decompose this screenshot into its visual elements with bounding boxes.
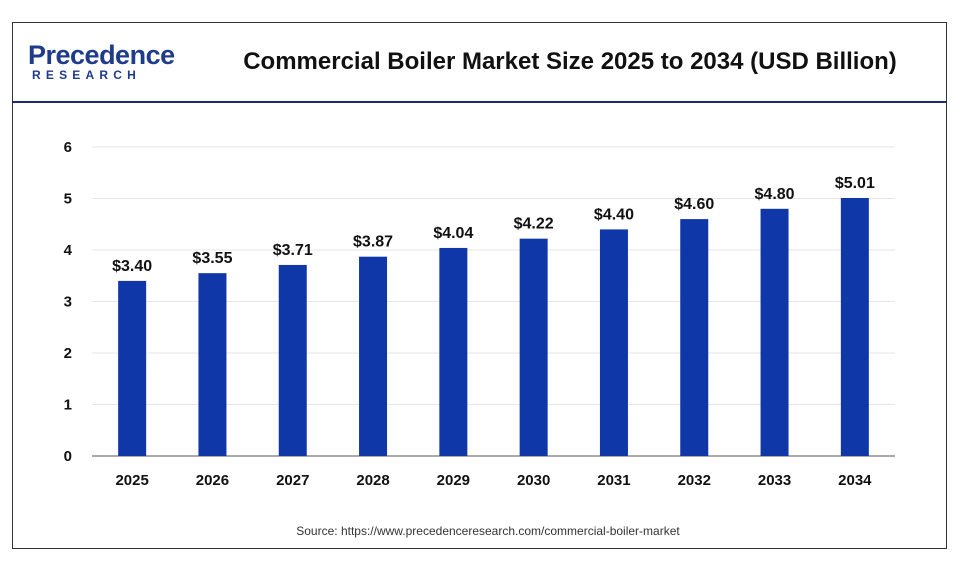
x-tick-label: 2033 [758,472,791,489]
bar [198,273,227,456]
x-tick-label: 2026 [196,472,229,489]
y-tick-label: 3 [64,294,72,311]
data-label: $4.80 [755,186,795,203]
bar [840,197,869,457]
logo-subwordmark: RESEARCH [32,68,141,82]
y-tick-label: 1 [64,397,72,414]
y-tick-label: 2 [64,345,72,362]
logo-wordmark: Precedence [28,40,175,70]
x-tick-label: 2029 [437,472,470,489]
bar [519,238,548,456]
chart-title: Commercial Boiler Market Size 2025 to 20… [243,48,897,75]
bar [680,219,709,456]
data-label: $3.87 [353,234,393,251]
data-label: $3.55 [192,250,232,267]
brand-logo: Precedence RESEARCH [28,40,178,88]
y-tick-label: 6 [64,139,72,156]
x-tick-label: 2034 [838,472,872,489]
source-note: Source: https://www.precedenceresearch.c… [296,524,680,538]
bar [278,264,307,456]
data-label: $3.40 [112,258,152,275]
x-tick-label: 2031 [597,472,630,489]
bar [439,247,468,456]
x-tick-label: 2028 [356,472,389,489]
bar [599,229,628,456]
data-label: $4.60 [674,196,714,213]
x-tick-label: 2032 [678,472,711,489]
data-label: $4.40 [594,206,634,223]
data-label: $4.22 [514,216,554,233]
y-tick-label: 5 [64,191,72,208]
x-tick-label: 2030 [517,472,550,489]
data-label: $4.04 [433,225,473,242]
data-label: $5.01 [835,175,875,192]
data-label: $3.71 [273,242,313,259]
bar [118,280,147,456]
chart-frame [12,22,947,549]
y-tick-label: 4 [64,242,73,259]
bar [760,208,789,456]
bar [359,256,388,456]
x-tick-label: 2025 [115,472,148,489]
x-tick-label: 2027 [276,472,309,489]
y-tick-label: 0 [64,448,72,465]
header-divider [12,101,947,103]
